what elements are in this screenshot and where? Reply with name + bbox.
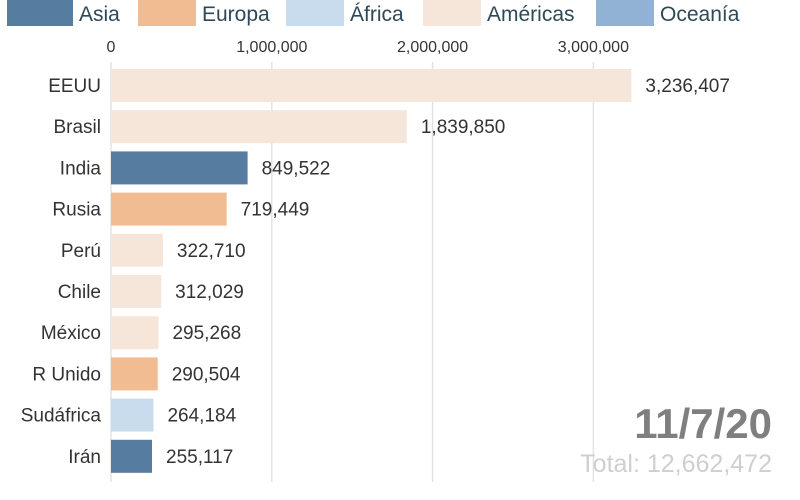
legend-swatch-americas [423, 0, 481, 26]
bar-brasil [111, 110, 407, 144]
bar-sudafrica [111, 398, 154, 432]
bar-peru [111, 233, 163, 267]
bars: EEUU 3,236,407 Brasil 1,839,850 India 849,522… [21, 69, 730, 473]
value-label: 264,184 [167, 406, 236, 427]
category-label: India [60, 158, 102, 179]
legend-label-asia: Asia [79, 3, 120, 26]
legend-swatch-asia [7, 0, 73, 26]
category-label: Irán [68, 447, 101, 468]
bar-mexico [111, 316, 159, 350]
x-tick-label: 2,000,000 [397, 39, 468, 56]
legend-label-africa: África [350, 3, 404, 26]
x-tick-label: 3,000,000 [558, 39, 629, 56]
legend-label-americas: Américas [487, 3, 575, 26]
total-label: Total: 12,662,472 [580, 450, 772, 478]
value-label: 312,029 [175, 282, 244, 303]
legend: Asia Europa África Américas Oceanía [7, 0, 740, 26]
bar-r-unido [111, 357, 158, 391]
category-label: México [41, 323, 101, 344]
legend-swatch-europa [138, 0, 196, 26]
value-label: 3,236,407 [645, 76, 730, 97]
category-label: Perú [61, 241, 101, 262]
value-label: 290,504 [172, 364, 241, 385]
value-label: 1,839,850 [421, 117, 506, 138]
value-label: 295,268 [172, 323, 241, 344]
value-label: 719,449 [241, 200, 310, 221]
category-label: Chile [58, 282, 101, 303]
legend-label-europa: Europa [202, 3, 270, 26]
bar-chile [111, 275, 162, 308]
value-label: 849,522 [262, 158, 331, 179]
category-label: Sudáfrica [21, 406, 102, 427]
date-label: 11/7/20 [634, 400, 772, 447]
bar-rusia [111, 192, 227, 226]
bar-iran [111, 439, 153, 473]
category-label: EEUU [48, 76, 101, 97]
value-label: 322,710 [177, 241, 246, 262]
x-axis-ticks: 0 1,000,000 2,000,000 3,000,000 [107, 39, 630, 56]
bar-india [111, 151, 248, 185]
x-tick-label: 1,000,000 [236, 39, 307, 56]
value-label: 255,117 [166, 447, 233, 468]
legend-label-oceania: Oceanía [660, 3, 740, 26]
category-label: Rusia [52, 200, 101, 221]
x-tick-label: 0 [107, 39, 116, 56]
legend-swatch-oceania [596, 0, 654, 26]
legend-swatch-africa [286, 0, 344, 26]
category-label: Brasil [53, 117, 101, 138]
bar-eeuu [111, 69, 632, 102]
category-label: R Unido [32, 364, 101, 385]
